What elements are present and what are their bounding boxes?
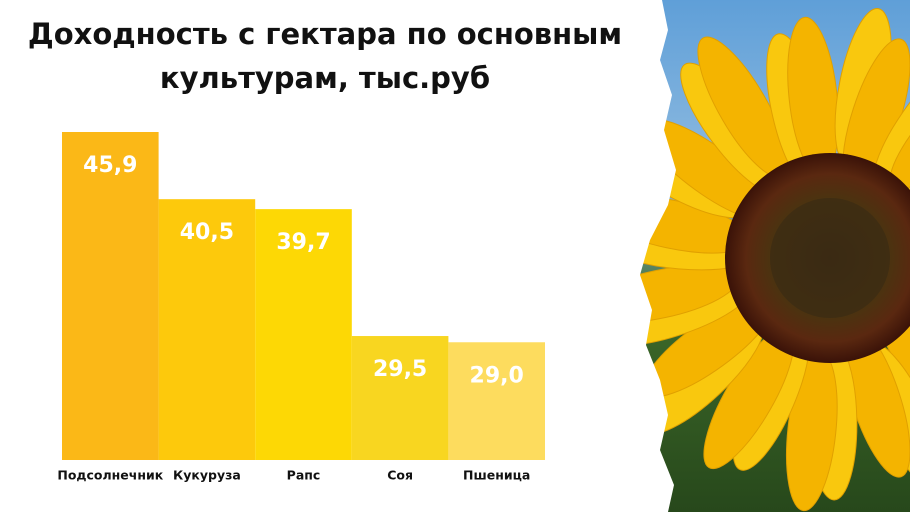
category-label: Соя	[387, 468, 413, 483]
sunflower-photo	[600, 0, 910, 512]
category-label: Кукуруза	[173, 468, 241, 483]
value-label: 39,7	[276, 230, 330, 255]
bar	[158, 199, 256, 460]
bar	[351, 336, 449, 460]
category-label: Подсолнечник	[57, 468, 163, 483]
value-label: 45,9	[83, 153, 137, 178]
bar	[255, 209, 352, 460]
chart-title: Доходность с гектара по основным культур…	[27, 17, 623, 95]
flower-core	[770, 198, 890, 318]
value-label: 29,5	[373, 357, 427, 382]
category-label: Рапс	[287, 468, 321, 483]
value-label: 29,0	[470, 363, 524, 388]
category-label: Пшеница	[463, 468, 530, 483]
bar	[62, 132, 159, 460]
bars: 45,9 Подсолнечник 40,5 Кукуруза 39,7 Рапс 29,5…	[57, 132, 545, 483]
bar	[448, 342, 545, 460]
value-label: 40,5	[180, 220, 234, 245]
